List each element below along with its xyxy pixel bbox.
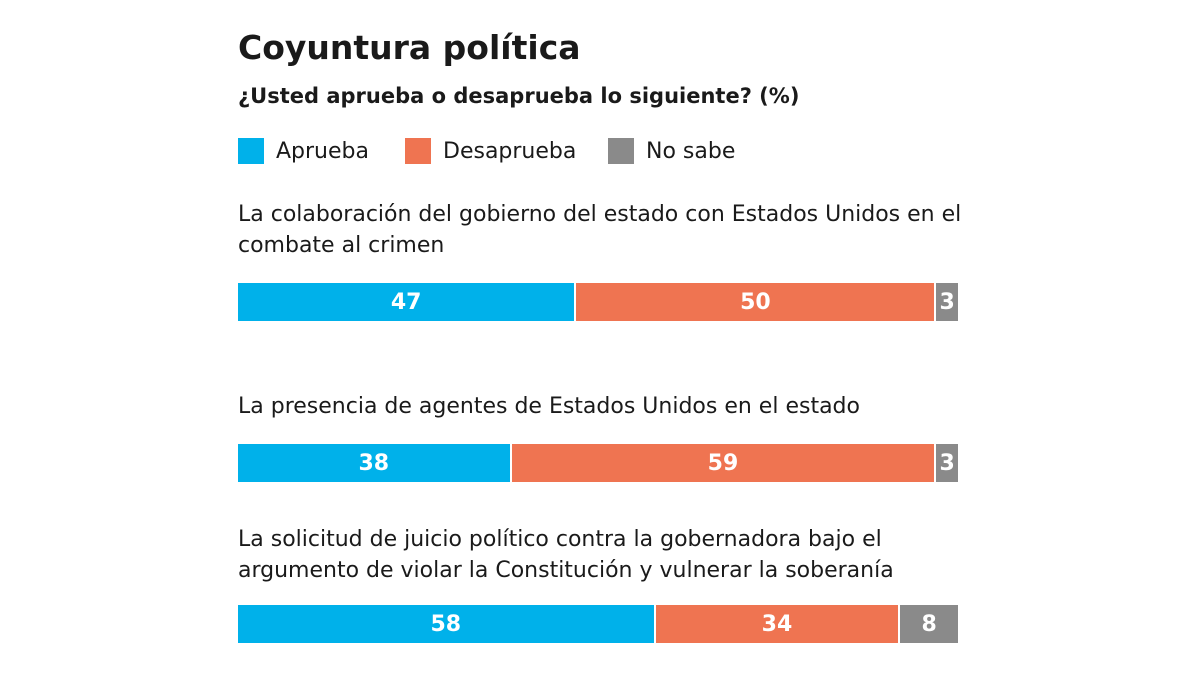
- bar-segment: 3: [936, 444, 958, 482]
- bar-segment: 3: [936, 283, 958, 321]
- legend-swatch: [405, 138, 431, 164]
- category-label: La solicitud de juicio político contra l…: [238, 527, 894, 583]
- bar-segment: 59: [511, 444, 937, 482]
- legend-label: Desaprueba: [443, 138, 577, 164]
- bar-row: 47 50 3: [238, 283, 958, 321]
- data-label: 50: [740, 289, 771, 315]
- legend-swatch: [608, 138, 634, 164]
- bar-segment: 34: [655, 605, 901, 643]
- bar-segment: 8: [900, 605, 958, 643]
- legend-item: Aprueba: [238, 138, 369, 164]
- data-label: 38: [358, 450, 390, 476]
- chart-title: Coyuntura política: [238, 28, 581, 67]
- bar-row: 38 59 3: [238, 444, 958, 482]
- category-label: La colaboración del gobierno del estado …: [238, 202, 962, 258]
- legend-label: Aprueba: [276, 138, 369, 164]
- legend-item: No sabe: [608, 138, 735, 164]
- bar-segment: 50: [576, 283, 937, 321]
- category-label: La presencia de agentes de Estados Unido…: [238, 394, 860, 419]
- data-label: 3: [939, 289, 955, 315]
- data-label: 3: [939, 450, 955, 476]
- legend-swatch: [238, 138, 264, 164]
- chart-subtitle: ¿Usted aprueba o desaprueba lo siguiente…: [238, 84, 800, 108]
- data-label: 8: [921, 611, 937, 637]
- legend-label: No sabe: [646, 138, 736, 164]
- bar-row: 58 34 8: [238, 605, 958, 643]
- bar-segment: 47: [238, 283, 577, 321]
- data-label: 58: [430, 611, 462, 637]
- data-label: 34: [761, 611, 793, 637]
- data-label: 59: [707, 450, 739, 476]
- bar-segment: 58: [238, 605, 656, 643]
- data-label: 47: [390, 289, 422, 315]
- legend-item: Desaprueba: [405, 138, 576, 164]
- bar-segment: 38: [238, 444, 512, 482]
